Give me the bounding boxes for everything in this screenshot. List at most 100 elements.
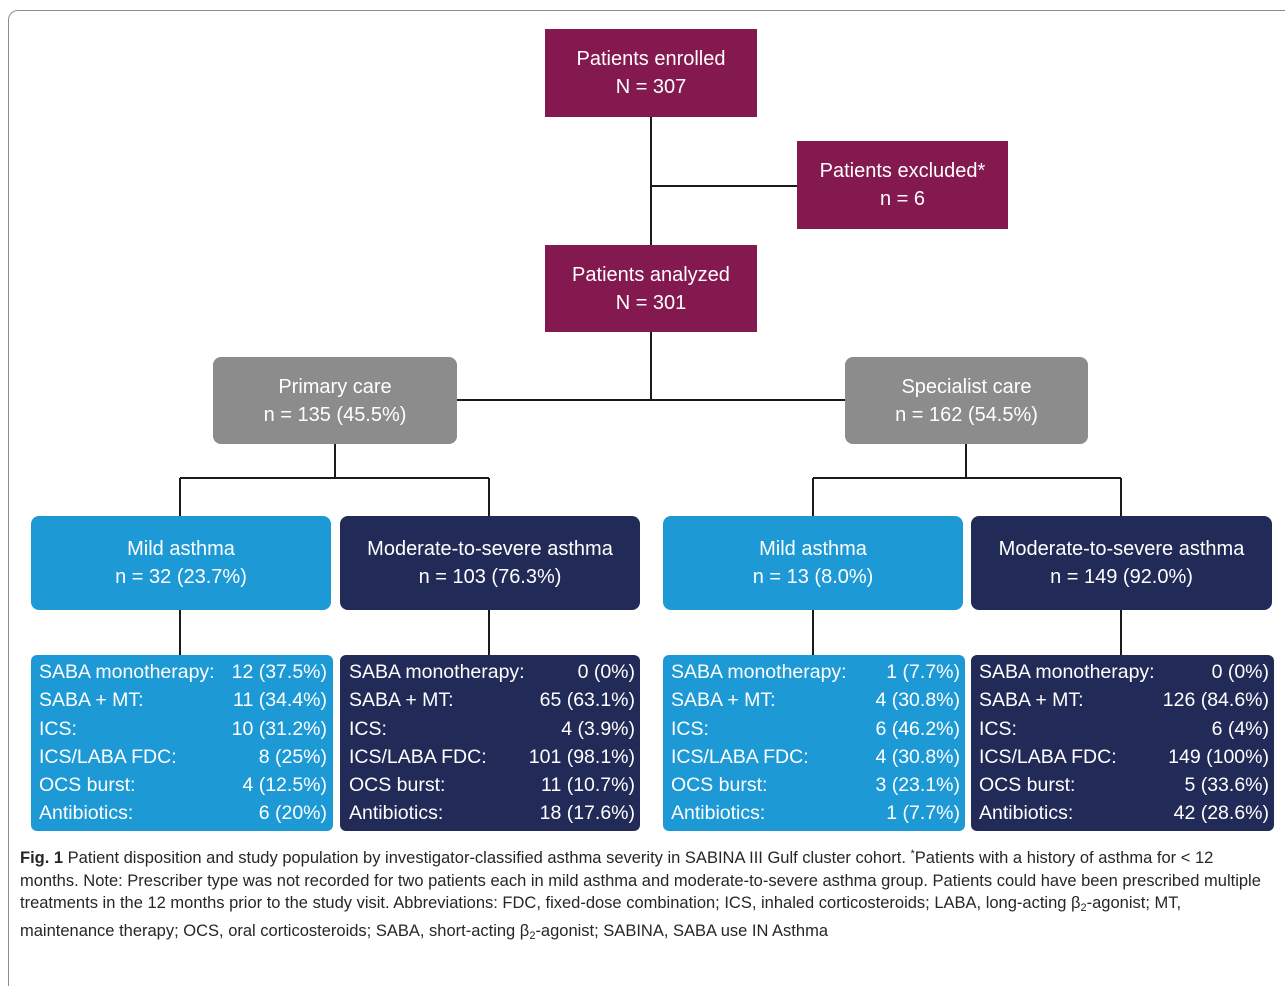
specialist-mild-box: Mild asthma n = 13 (8.0%) — [663, 516, 963, 610]
primary-modsev-treatments: SABA monotherapy: 0 (0%) SABA + MT: 65 (63… — [340, 655, 640, 831]
treatment-label: ICS: — [979, 715, 1017, 743]
treatment-label: Antibiotics: — [979, 799, 1073, 827]
treatment-value: 101 (98.1%) — [529, 743, 635, 771]
treatment-row: SABA + MT: 65 (63.1%) — [349, 686, 635, 714]
treatment-row: ICS: 6 (46.2%) — [671, 715, 960, 743]
enrolled-title: Patients enrolled — [577, 45, 726, 73]
treatment-value: 11 (10.7%) — [541, 771, 635, 799]
treatment-value: 4 (30.8%) — [875, 686, 960, 714]
treatment-value: 5 (33.6%) — [1184, 771, 1269, 799]
treatment-label: SABA monotherapy: — [979, 658, 1155, 686]
enrolled-count: N = 307 — [616, 73, 687, 101]
treatment-label: ICS: — [39, 715, 77, 743]
treatment-label: ICS/LABA FDC: — [349, 743, 487, 771]
treatment-label: OCS burst: — [39, 771, 135, 799]
specialist-mild-treatments: SABA monotherapy: 1 (7.7%) SABA + MT: 4 (3… — [663, 655, 965, 831]
analyzed-count: N = 301 — [616, 289, 687, 317]
excluded-title: Patients excluded* — [820, 157, 986, 185]
treatment-value: 18 (17.6%) — [540, 799, 635, 827]
specialist-modsev-count: n = 149 (92.0%) — [1050, 563, 1193, 591]
treatment-row: Antibiotics: 6 (20%) — [39, 799, 327, 827]
primary-modsev-title: Moderate-to-severe asthma — [367, 535, 613, 563]
primary-care-count: n = 135 (45.5%) — [264, 401, 407, 429]
specialist-care-count: n = 162 (54.5%) — [895, 401, 1038, 429]
treatment-label: ICS: — [671, 715, 709, 743]
treatment-value: 4 (3.9%) — [561, 715, 635, 743]
treatment-value: 65 (63.1%) — [540, 686, 635, 714]
treatment-value: 8 (25%) — [259, 743, 327, 771]
treatment-row: ICS: 6 (4%) — [979, 715, 1269, 743]
treatment-value: 6 (20%) — [259, 799, 327, 827]
treatment-label: OCS burst: — [349, 771, 445, 799]
enrolled-box: Patients enrolled N = 307 — [545, 29, 757, 117]
treatment-label: SABA + MT: — [979, 686, 1084, 714]
treatment-value: 0 (0%) — [1212, 658, 1269, 686]
specialist-mild-count: n = 13 (8.0%) — [753, 563, 874, 591]
treatment-value: 126 (84.6%) — [1163, 686, 1269, 714]
treatment-value: 10 (31.2%) — [232, 715, 327, 743]
treatment-value: 6 (46.2%) — [875, 715, 960, 743]
treatment-value: 3 (23.1%) — [875, 771, 960, 799]
specialist-modsev-title: Moderate-to-severe asthma — [999, 535, 1245, 563]
treatment-label: Antibiotics: — [39, 799, 133, 827]
treatment-label: OCS burst: — [979, 771, 1075, 799]
primary-mild-title: Mild asthma — [127, 535, 235, 563]
treatment-row: ICS/LABA FDC: 101 (98.1%) — [349, 743, 635, 771]
treatment-label: ICS: — [349, 715, 387, 743]
treatment-label: ICS/LABA FDC: — [671, 743, 809, 771]
caption-text-4: -agonist; SABINA, SABA use IN Asthma — [535, 922, 828, 940]
specialist-mild-title: Mild asthma — [759, 535, 867, 563]
treatment-label: Antibiotics: — [671, 799, 765, 827]
treatment-row: ICS: 4 (3.9%) — [349, 715, 635, 743]
treatment-row: OCS burst: 4 (12.5%) — [39, 771, 327, 799]
primary-care-title: Primary care — [278, 373, 391, 401]
treatment-label: SABA monotherapy: — [671, 658, 847, 686]
primary-modsev-box: Moderate-to-severe asthma n = 103 (76.3%… — [340, 516, 640, 610]
treatment-value: 42 (28.6%) — [1174, 799, 1269, 827]
treatment-row: OCS burst: 5 (33.6%) — [979, 771, 1269, 799]
treatment-row: SABA + MT: 4 (30.8%) — [671, 686, 960, 714]
treatment-row: Antibiotics: 18 (17.6%) — [349, 799, 635, 827]
excluded-box: Patients excluded* n = 6 — [797, 141, 1008, 229]
treatment-label: ICS/LABA FDC: — [979, 743, 1117, 771]
treatment-row: SABA + MT: 11 (34.4%) — [39, 686, 327, 714]
treatment-label: Antibiotics: — [349, 799, 443, 827]
treatment-row: SABA monotherapy: 0 (0%) — [349, 658, 635, 686]
treatment-label: SABA + MT: — [39, 686, 144, 714]
caption-label: Fig. 1 — [20, 849, 63, 867]
analyzed-title: Patients analyzed — [572, 261, 730, 289]
treatment-value: 12 (37.5%) — [232, 658, 327, 686]
treatment-value: 149 (100%) — [1168, 743, 1269, 771]
primary-mild-count: n = 32 (23.7%) — [115, 563, 247, 591]
treatment-row: Antibiotics: 1 (7.7%) — [671, 799, 960, 827]
treatment-label: SABA monotherapy: — [349, 658, 525, 686]
treatment-row: SABA monotherapy: 1 (7.7%) — [671, 658, 960, 686]
treatment-row: SABA monotherapy: 0 (0%) — [979, 658, 1269, 686]
treatment-value: 1 (7.7%) — [886, 799, 960, 827]
treatment-row: ICS: 10 (31.2%) — [39, 715, 327, 743]
treatment-value: 6 (4%) — [1212, 715, 1269, 743]
excluded-count: n = 6 — [880, 185, 925, 213]
figure-caption: Fig. 1 Patient disposition and study pop… — [20, 843, 1275, 947]
treatment-value: 0 (0%) — [578, 658, 635, 686]
treatment-value: 1 (7.7%) — [886, 658, 960, 686]
treatment-row: OCS burst: 3 (23.1%) — [671, 771, 960, 799]
treatment-label: ICS/LABA FDC: — [39, 743, 177, 771]
primary-modsev-count: n = 103 (76.3%) — [419, 563, 562, 591]
primary-care-box: Primary care n = 135 (45.5%) — [213, 357, 457, 444]
treatment-label: SABA monotherapy: — [39, 658, 215, 686]
treatment-row: Antibiotics: 42 (28.6%) — [979, 799, 1269, 827]
treatment-value: 4 (30.8%) — [875, 743, 960, 771]
analyzed-box: Patients analyzed N = 301 — [545, 245, 757, 332]
specialist-care-box: Specialist care n = 162 (54.5%) — [845, 357, 1088, 444]
treatment-row: SABA monotherapy: 12 (37.5%) — [39, 658, 327, 686]
primary-mild-box: Mild asthma n = 32 (23.7%) — [31, 516, 331, 610]
treatment-value: 11 (34.4%) — [233, 686, 327, 714]
treatment-row: ICS/LABA FDC: 4 (30.8%) — [671, 743, 960, 771]
specialist-modsev-box: Moderate-to-severe asthma n = 149 (92.0%… — [971, 516, 1272, 610]
treatment-row: SABA + MT: 126 (84.6%) — [979, 686, 1269, 714]
treatment-label: SABA + MT: — [671, 686, 776, 714]
treatment-row: ICS/LABA FDC: 8 (25%) — [39, 743, 327, 771]
treatment-label: SABA + MT: — [349, 686, 454, 714]
